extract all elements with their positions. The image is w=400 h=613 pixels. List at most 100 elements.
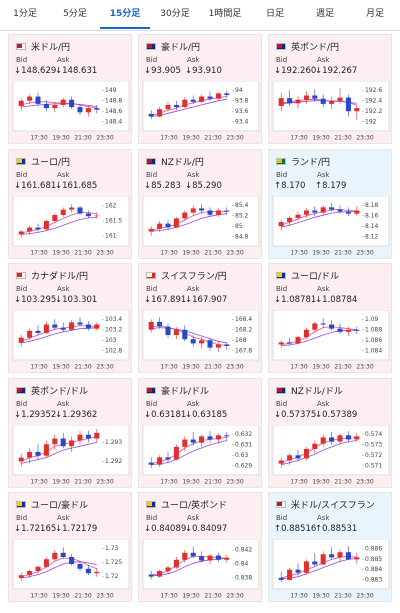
y-tick-label: 1.725	[105, 559, 122, 566]
y-tick-label: 0.883	[365, 576, 382, 583]
candle-body	[278, 98, 284, 106]
x-tick-label: 19:30	[182, 593, 199, 600]
moving-average	[151, 555, 227, 576]
rate-card[interactable]: ユーロ/豪ドル Bid Ask ↓1.72165 ↓1.72179 1.73 1.725 1.…	[8, 492, 132, 602]
candle-body	[165, 326, 171, 335]
bid-value: ↓167.891	[144, 295, 187, 305]
ask-value: ↓1.29362	[55, 409, 98, 420]
x-tick-label: 19:30	[52, 249, 69, 256]
rate-card[interactable]: スイスフラン/円 Bid Ask ↓167.891 ↓167.907 168.4 168.2…	[138, 263, 262, 373]
pair-title: 豪ドル/円	[161, 43, 201, 53]
candle-body	[165, 104, 171, 110]
flag-mark	[277, 44, 282, 48]
ask-label: Ask	[317, 399, 330, 408]
candle-body	[278, 460, 284, 464]
moving-average	[21, 435, 97, 462]
rate-card[interactable]: 英ポンド/ドル Bid Ask ↓1.29352 ↓1.29362 1.293 1.292 1…	[8, 377, 132, 488]
candle-body	[199, 96, 205, 102]
timeframe-tab[interactable]: 5分足	[63, 9, 87, 19]
flag-mark	[17, 44, 22, 48]
candle-body	[345, 97, 351, 112]
timeframe-tab[interactable]: 1分足	[13, 9, 37, 19]
candle-body	[329, 554, 335, 558]
candle-body	[329, 324, 335, 329]
rate-card[interactable]: カナダドル/円 Bid Ask ↓103.295 ↓103.301 103.4 103.2 1…	[8, 263, 132, 373]
ask-value: ↑0.88531	[315, 524, 358, 534]
ask-value: ↓103.301	[55, 295, 98, 305]
x-tick-label: 23:30	[226, 364, 243, 371]
timeframe-tab[interactable]: 日足	[265, 9, 284, 19]
timeframe-tab[interactable]: 15分足	[100, 0, 150, 29]
moving-average	[151, 210, 227, 231]
candle-body	[303, 95, 309, 100]
flag-icon	[16, 272, 26, 279]
rate-card[interactable]: 英ポンド/円 Bid Ask ↓192.260 ↓192.267 192.6 192.4 19…	[268, 34, 392, 144]
ask-value: ↓0.57389	[315, 409, 358, 420]
flag-icon	[276, 501, 286, 508]
ask-label: Ask	[57, 170, 70, 179]
rate-card[interactable]: 豪ドル/円 Bid Ask ↓93.905 ↓93.910 94 93.8 93.6 93.4 1…	[138, 34, 262, 144]
candle-body	[173, 446, 179, 459]
rate-card[interactable]: ユーロ/ドル Bid Ask ↓1.08781 ↓1.08784 1.09 1.088 1.0…	[268, 263, 392, 373]
candle-body	[303, 329, 309, 338]
candle-body	[148, 321, 154, 330]
timeframe-tab[interactable]: 1時間足	[208, 9, 242, 19]
candle-body	[43, 220, 49, 229]
candle-body	[224, 210, 230, 212]
y-tick-label: 93.4	[235, 118, 249, 125]
ask-value: ↓167.907	[185, 295, 228, 305]
candle-body	[148, 574, 154, 577]
bid-label: Bid	[276, 514, 288, 522]
candle-body	[354, 435, 360, 439]
candle-body	[337, 208, 343, 212]
x-tick-label: 21:30	[334, 135, 351, 142]
bid-label: Bid	[146, 399, 158, 408]
mini-chart: 85.4 85.2 85 84.8 17:30 19:30 21:30 23:30	[142, 195, 260, 256]
candle-body	[35, 96, 41, 104]
rate-card[interactable]: 豪ドル/ドル Bid Ask ↓0.63181 ↓0.63185 0.632 0.631 0.…	[138, 377, 262, 488]
bid-value: ↓93.905	[144, 66, 181, 76]
rate-card[interactable]: NZドル/ドル Bid Ask ↓0.57375 ↓0.57389 0.574 0.573 0…	[268, 377, 392, 488]
candle-body	[207, 96, 213, 99]
candle-body	[312, 95, 318, 99]
y-tick-label: 84.8	[235, 233, 249, 240]
timeframe-tab[interactable]: 週足	[315, 9, 334, 19]
candle-body	[190, 439, 196, 443]
rate-card[interactable]: 米ドル/円 Bid Ask ↓148.629 ↓148.631 149 148.8 148.6…	[8, 34, 132, 144]
ask-label: Ask	[187, 170, 200, 179]
y-tick-label: 103.2	[105, 326, 122, 333]
candle-body	[18, 337, 24, 343]
mini-chart: 149 148.8 148.6 148.4 17:30 19:30 21:30 23:30	[12, 81, 130, 142]
candle-body	[52, 104, 58, 109]
pair-title: NZドル/ドル	[291, 386, 343, 397]
flag-mark	[277, 502, 282, 506]
candle-body	[207, 435, 213, 439]
chart-frame	[272, 539, 390, 590]
candle-body	[320, 98, 326, 104]
mini-chart: 0.632 0.631 0.63 0.629 17:30 19:30 21:30 23:30	[142, 424, 260, 485]
timeframe-tab[interactable]: 月足	[365, 9, 384, 19]
candle-body	[182, 439, 188, 447]
timeframe-tab[interactable]: 30分足	[160, 9, 190, 19]
rate-card[interactable]: 米ドル/スイスフラン Bid Ask ↑0.88516 ↑0.88531 0.886 0.8…	[268, 492, 392, 602]
x-tick-label: 21:30	[74, 478, 91, 485]
bid-value: ↓1.72165	[14, 524, 57, 534]
rate-card[interactable]: NZドル/円 Bid Ask ↓85.283 ↓85.290 85.4 85.2 85 84.8…	[138, 148, 262, 259]
rate-card[interactable]: ランド/円 Bid Ask ↑8.170 ↑8.179 8.18 8.16 8.14 8.12 1…	[268, 148, 392, 259]
mini-chart: 1.293 1.292 17:30 19:30 21:30 23:30	[12, 424, 130, 485]
candle-body	[60, 438, 66, 446]
rate-card[interactable]: ユーロ/英ポンド Bid Ask ↓0.84089 ↓0.84097 0.842 0.84 0…	[138, 492, 262, 602]
candle-body	[157, 109, 163, 117]
x-tick-label: 17:30	[290, 135, 307, 142]
moving-average	[21, 211, 97, 233]
candle-body	[312, 561, 318, 565]
moving-average	[151, 558, 227, 577]
candle-body	[27, 571, 33, 576]
y-tick-label: 149	[105, 87, 117, 94]
bid-value: ↓0.84089	[144, 524, 187, 534]
chart-frame	[142, 195, 260, 246]
timeframe-tabs: 1分足 5分足 15分足 30分足 1時間足 日足 週足 月足	[0, 0, 400, 31]
flag-icon	[146, 386, 156, 394]
rate-card[interactable]: ユーロ/円 Bid Ask ↓161.681 ↓161.685 162 161.5 161 17…	[8, 148, 132, 259]
